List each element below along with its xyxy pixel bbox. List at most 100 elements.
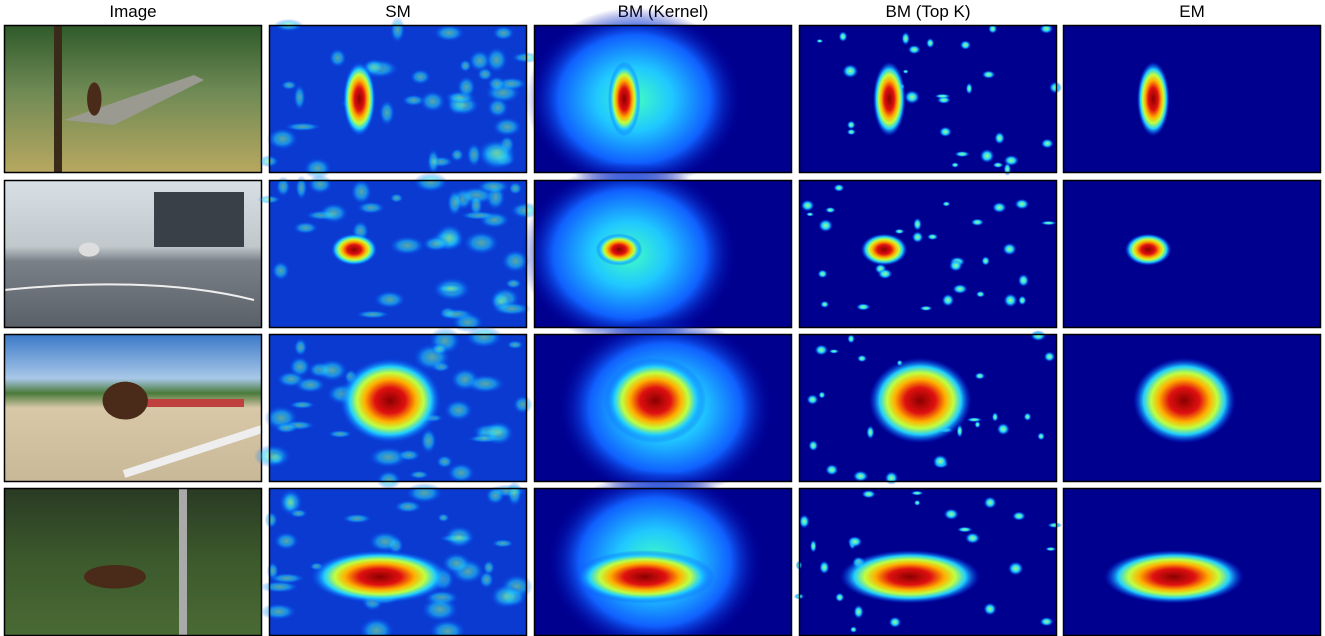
topk-dot: [807, 394, 819, 404]
topk-dot: [981, 256, 989, 265]
topk-dot: [857, 355, 867, 362]
topk-dot: [914, 500, 920, 506]
panel: [1063, 334, 1321, 482]
noise: [507, 340, 524, 349]
topk-dot: [842, 64, 858, 78]
fence: [144, 399, 244, 407]
topk-dot: [1004, 163, 1012, 176]
panel: [4, 180, 262, 328]
noise: [397, 449, 421, 461]
noise: [342, 514, 372, 524]
noise: [294, 338, 308, 356]
panel: [799, 24, 1062, 176]
heatmap-bg: [1063, 25, 1321, 173]
topk-dot: [980, 149, 994, 163]
noise: [260, 603, 296, 620]
noise: [406, 483, 443, 503]
topk-dot: [902, 32, 910, 45]
noise: [281, 80, 297, 90]
topk-dot: [806, 212, 814, 216]
panel: [260, 481, 533, 636]
object-response: [575, 550, 714, 603]
panel: [4, 25, 262, 173]
tree: [54, 25, 62, 173]
noise: [485, 47, 507, 73]
topk-dot: [975, 372, 985, 379]
building: [154, 192, 244, 247]
topk-dot: [1031, 330, 1047, 341]
topk-dot: [801, 200, 815, 212]
noise: [379, 100, 395, 126]
topk-dot: [994, 132, 1004, 145]
panel: [4, 488, 262, 636]
topk-dot: [1044, 352, 1055, 362]
topk-dot: [1004, 293, 1018, 307]
panel: [1063, 25, 1321, 173]
subject: [79, 242, 100, 256]
topk-dot: [819, 561, 829, 574]
panel: [794, 488, 1062, 636]
topk-dot: [820, 301, 829, 308]
panel: [534, 470, 792, 636]
topk-dot: [1015, 199, 1029, 210]
topk-dot: [885, 471, 898, 484]
noise: [267, 128, 299, 150]
topk-dot: [971, 219, 984, 226]
topk-dot: [808, 440, 818, 451]
subject: [87, 82, 101, 115]
topk-dot: [1041, 139, 1054, 149]
topk-dot: [847, 129, 856, 135]
noise: [492, 302, 531, 316]
topk-dot: [965, 532, 980, 543]
topk-dot: [829, 349, 839, 353]
noise: [421, 597, 459, 622]
noise: [469, 194, 483, 217]
panel: [258, 172, 541, 332]
subject: [84, 565, 146, 589]
topk-dot: [1024, 413, 1032, 421]
noise: [492, 117, 522, 137]
noise: [276, 176, 291, 197]
noise: [457, 76, 476, 99]
topk-dot: [960, 40, 971, 50]
topk-dot: [1045, 547, 1056, 551]
topk-dot: [935, 94, 951, 99]
noise: [410, 69, 431, 85]
noise: [434, 24, 465, 41]
object-response: [1133, 358, 1235, 443]
panel: [799, 330, 1057, 484]
panel: [1063, 180, 1321, 328]
noise: [269, 573, 305, 584]
topk-dot: [835, 593, 844, 602]
column-header: EM: [1179, 2, 1205, 21]
object-response: [608, 62, 641, 137]
topk-dot: [847, 121, 855, 130]
noise: [420, 91, 446, 113]
topk-dot: [967, 417, 982, 422]
topk-dot: [913, 218, 922, 231]
topk-dot: [926, 38, 934, 48]
column-header: BM (Top K): [885, 2, 970, 21]
topk-dot: [1018, 296, 1026, 306]
noise: [422, 236, 449, 252]
noise: [513, 395, 533, 413]
noise: [465, 326, 503, 348]
pole: [179, 488, 187, 636]
noise: [437, 513, 449, 522]
noise: [279, 489, 303, 516]
noise: [390, 17, 405, 43]
topk-dot: [799, 515, 810, 529]
topk-dot: [819, 391, 826, 398]
object-response: [840, 550, 979, 603]
topk-dot: [984, 497, 997, 509]
noise: [447, 189, 463, 216]
topk-dot: [997, 423, 1010, 435]
topk-dot: [976, 291, 985, 298]
noise: [413, 172, 448, 192]
noise: [265, 511, 278, 528]
topk-dot: [866, 425, 874, 439]
noise: [274, 532, 299, 551]
noise: [431, 343, 448, 355]
topk-dot: [912, 231, 923, 243]
noise: [294, 377, 326, 393]
